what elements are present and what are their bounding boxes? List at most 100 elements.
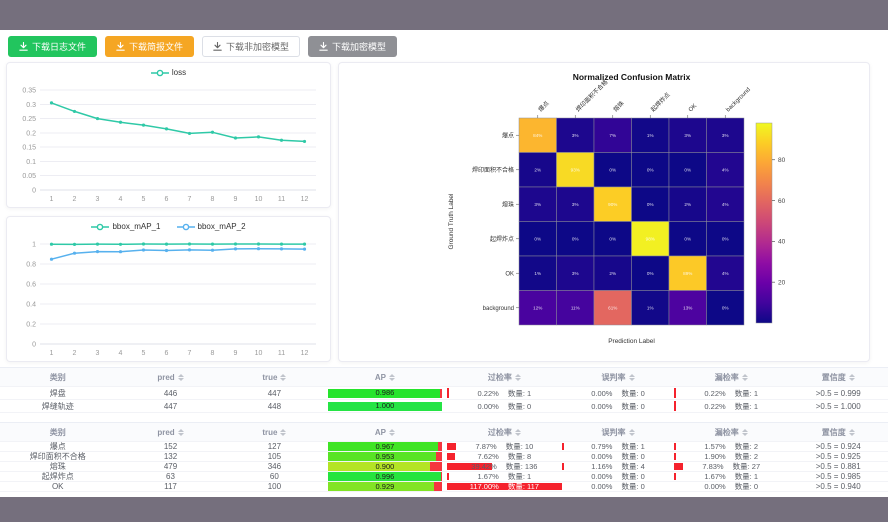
sort-caret-icon[interactable] — [514, 373, 521, 381]
rate-count: 数量: 117 — [507, 482, 539, 491]
matrix-cell-value: 2% — [534, 168, 541, 173]
legend-line-icon — [91, 223, 110, 230]
rate-bar — [673, 388, 676, 398]
matrix-cell — [593, 152, 632, 188]
chart-legend: bbox_mAP_1 bbox_mAP_2 — [7, 222, 330, 231]
misjudge-rate-cell: 0.00% 数量: 0 — [562, 387, 674, 399]
download-button-3[interactable]: 下载非加密模型 — [202, 36, 301, 57]
x-tick-label: 12 — [301, 196, 309, 203]
column-header-7[interactable]: 漏检率 — [674, 427, 789, 438]
x-tick-label: 2 — [73, 196, 77, 203]
matrix-cell — [631, 186, 670, 222]
matrix-cell — [593, 117, 632, 153]
table-row: OK 117 100 0.929 117.00% 数量: 117 0.00% 数量: 0 0.0… — [0, 482, 888, 492]
legend-item-bbox_mAP_2[interactable]: bbox_mAP_2 — [176, 222, 246, 231]
matrix-cell-value: 89% — [683, 271, 692, 276]
column-header-4[interactable]: AP — [323, 428, 446, 437]
sort-caret-icon[interactable] — [177, 373, 184, 381]
legend-item-loss[interactable]: loss — [150, 68, 186, 77]
column-header-8[interactable]: 置信度 — [789, 427, 888, 438]
ap-bar: 0.996 — [328, 472, 442, 481]
matrix-cell-value: 3% — [572, 271, 579, 276]
download-button-2[interactable]: 下载简报文件 — [105, 36, 195, 57]
column-header-7[interactable]: 漏检率 — [674, 372, 789, 383]
sort-caret-icon[interactable] — [388, 373, 395, 381]
rate-percent: 0.00% — [591, 482, 613, 491]
column-header-label: 置信度 — [821, 427, 846, 437]
rate-count: 数量: 27 — [732, 462, 761, 471]
x-tick-label: 7 — [188, 196, 192, 203]
data-point — [164, 242, 169, 246]
column-header-5[interactable]: 过检率 — [447, 372, 562, 383]
matrix-cell — [668, 186, 707, 222]
data-point — [49, 242, 54, 246]
sort-caret-icon[interactable] — [280, 373, 287, 381]
series-line-bbox_mAP_2 — [51, 247, 305, 260]
rate-count: 数量: 1 — [507, 388, 532, 398]
matrix-cell — [631, 255, 670, 291]
data-point — [279, 138, 284, 142]
y-tick-label: 1 — [32, 242, 36, 249]
sort-caret-icon[interactable] — [177, 428, 184, 436]
true-count-cell: 447 — [267, 388, 282, 398]
legend-item-bbox_mAP_1[interactable]: bbox_mAP_1 — [91, 222, 161, 231]
rate-bar — [562, 463, 565, 470]
sort-caret-icon[interactable] — [741, 373, 748, 381]
column-header-5[interactable]: 过检率 — [447, 427, 562, 438]
matrix-ylabel: Ground Truth Label — [448, 193, 455, 250]
column-header-6[interactable]: 误判率 — [562, 372, 674, 383]
data-point — [95, 116, 100, 121]
column-header-6[interactable]: 误判率 — [562, 427, 674, 438]
miss-rate-cell: 1.57% 数量: 2 — [673, 442, 789, 451]
table-header-row: 类别 pred true AP 过检率 误判率 漏检率 置信度 — [0, 423, 888, 442]
column-header-2[interactable]: pred — [115, 373, 225, 382]
rate-count: 数量: 10 — [505, 442, 534, 451]
matrix-y-label: 起焊炸点 — [490, 235, 514, 243]
pred-count-cell: 63 — [166, 472, 175, 481]
sort-caret-icon[interactable] — [628, 428, 635, 436]
x-tick-label: 7 — [188, 350, 192, 357]
download-icon — [116, 42, 125, 51]
download-button-4[interactable]: 下载加密模型 — [308, 36, 398, 57]
ap-cell: 1.000 — [323, 401, 446, 411]
sort-caret-icon[interactable] — [388, 428, 395, 436]
matrix-cell — [593, 290, 632, 326]
x-tick-label: 9 — [234, 350, 238, 357]
sort-caret-icon[interactable] — [848, 373, 855, 381]
data-point — [233, 136, 238, 140]
rate-bar — [446, 473, 449, 480]
table-header-row: 类别 pred true AP 过检率 误判率 漏检率 置信度 — [0, 368, 888, 387]
matrix-cell-value: 0% — [572, 237, 579, 242]
rate-count: 数量: 0 — [621, 452, 645, 461]
data-point — [141, 242, 146, 246]
download-button-1[interactable]: 下载日志文件 — [8, 36, 98, 57]
miss-rate-cell: 0.22% 数量: 1 — [673, 387, 789, 399]
matrix-x-label: 熔珠 — [612, 99, 626, 113]
column-header-label: 类别 — [49, 372, 66, 382]
sort-caret-icon[interactable] — [628, 373, 635, 381]
column-header-2[interactable]: pred — [115, 428, 225, 437]
rate-percent: 0.00% — [477, 401, 499, 411]
window-top-bar — [0, 0, 888, 30]
sort-caret-icon[interactable] — [514, 428, 521, 436]
y-tick-label: 0.35 — [22, 88, 36, 95]
column-header-4[interactable]: AP — [323, 373, 446, 382]
matrix-cell-value: 3% — [684, 133, 691, 138]
matrix-cell-value: 4% — [722, 168, 729, 173]
x-tick-label: 10 — [255, 350, 263, 357]
class-name-cell: 起焊炸点 — [41, 472, 74, 481]
column-header-8[interactable]: 置信度 — [789, 372, 888, 383]
column-header-3[interactable]: true — [226, 373, 324, 382]
loss-chart-card: loss 0 0.05 0.1 0.15 0.2 0.25 0.3 0.35 1 2 3 4 5 6 7 8 9 1… — [6, 62, 331, 208]
column-header-3[interactable]: true — [226, 428, 324, 437]
sort-caret-icon[interactable] — [741, 428, 748, 436]
rate-percent: 1.90% — [704, 452, 726, 461]
sort-caret-icon[interactable] — [280, 428, 287, 436]
rate-count: 数量: 2 — [734, 442, 759, 451]
sort-caret-icon[interactable] — [848, 428, 855, 436]
ap-bar: 0.953 — [328, 452, 442, 461]
legend-line-icon — [150, 69, 169, 76]
x-tick-label: 5 — [142, 350, 146, 357]
charts-area: loss 0 0.05 0.1 0.15 0.2 0.25 0.3 0.35 1 2 3 4 5 6 7 8 9 1… — [0, 62, 888, 362]
matrix-cell — [518, 255, 557, 291]
